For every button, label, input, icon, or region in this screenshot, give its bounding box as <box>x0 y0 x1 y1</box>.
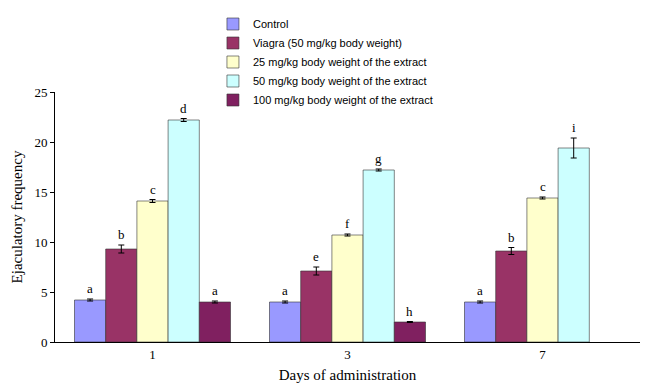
svg-text:3: 3 <box>344 347 351 362</box>
svg-text:15: 15 <box>34 185 47 200</box>
svg-text:25 mg/kg body weight of the ex: 25 mg/kg body weight of the extract <box>253 56 427 68</box>
svg-text:Control: Control <box>253 18 288 30</box>
svg-text:g: g <box>375 151 382 166</box>
svg-text:1: 1 <box>149 347 156 362</box>
svg-text:Days of administration: Days of administration <box>279 367 417 383</box>
svg-text:h: h <box>406 304 413 319</box>
svg-text:20: 20 <box>34 135 47 150</box>
svg-text:0: 0 <box>41 335 48 350</box>
svg-text:a: a <box>87 281 93 296</box>
svg-text:c: c <box>540 179 546 194</box>
svg-text:d: d <box>180 101 187 116</box>
svg-text:5: 5 <box>41 285 48 300</box>
svg-text:10: 10 <box>34 235 47 250</box>
svg-text:Viagra (50 mg/kg body weight): Viagra (50 mg/kg body weight) <box>253 37 402 49</box>
svg-text:a: a <box>212 283 218 298</box>
svg-text:b: b <box>118 227 125 242</box>
svg-text:c: c <box>150 182 156 197</box>
svg-text:50 mg/kg body weight of the ex: 50 mg/kg body weight of the extract <box>253 75 427 87</box>
svg-text:b: b <box>508 230 515 245</box>
svg-text:f: f <box>345 216 350 231</box>
svg-text:a: a <box>477 283 483 298</box>
svg-text:25: 25 <box>34 85 47 100</box>
svg-text:Ejaculatory frequency: Ejaculatory frequency <box>9 150 25 283</box>
svg-text:a: a <box>282 283 288 298</box>
svg-text:i: i <box>572 120 576 135</box>
svg-text:100 mg/kg body weight of the e: 100 mg/kg body weight of the extract <box>253 94 433 106</box>
svg-text:7: 7 <box>539 347 546 362</box>
svg-text:e: e <box>313 249 319 264</box>
